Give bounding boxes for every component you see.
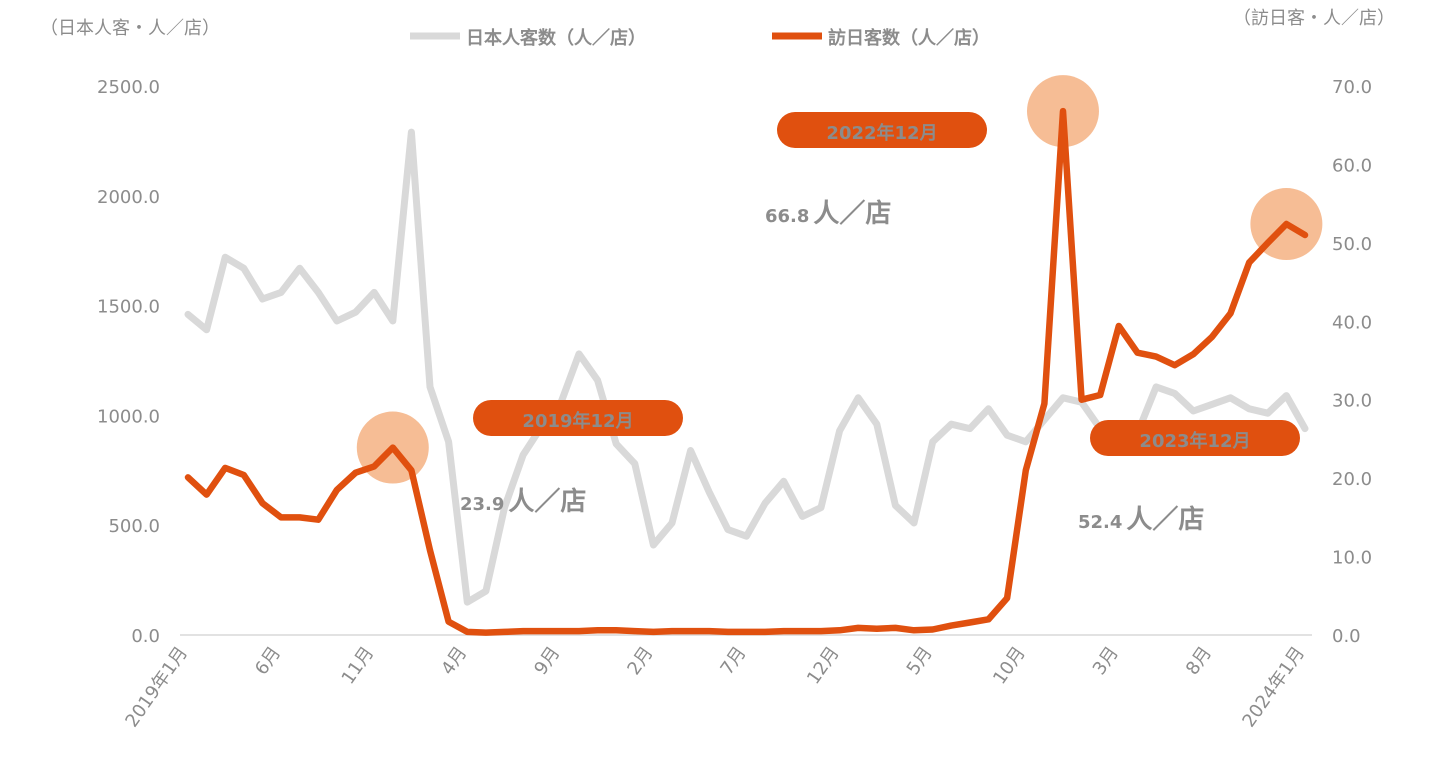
series-line: [184, 107, 1309, 636]
annotation-number: 66.8: [765, 206, 809, 227]
y-tick-label: 2000.0: [97, 187, 160, 208]
y-tick-label: 500.0: [108, 516, 160, 537]
x-tick-label: 5月: [903, 643, 937, 679]
annotation-date: 2023年12月: [1139, 430, 1250, 452]
annotation-pill: [1090, 420, 1300, 456]
annotation-value: 52.4 人／店: [1078, 505, 1204, 535]
y2-tick-label: 70.0: [1332, 77, 1372, 98]
annotation-unit: 人／店: [1126, 505, 1204, 535]
y2-axis-title: （訪日客・人／店）: [1233, 8, 1395, 29]
y-tick-label: 1500.0: [97, 297, 160, 318]
y2-tick-label: 10.0: [1332, 548, 1372, 569]
y2-tick-label: 40.0: [1332, 312, 1372, 333]
y-tick-label: 0.0: [131, 626, 160, 647]
x-tick-label: 2月: [623, 643, 657, 679]
x-tick-label: 6月: [251, 643, 285, 679]
y-tick-label: 2500.0: [97, 77, 160, 98]
y-tick-label: 1000.0: [97, 406, 160, 427]
x-tick-label: 4月: [437, 643, 471, 679]
annotation-number: 52.4: [1078, 512, 1122, 533]
x-tick-label: 2019年1月: [121, 643, 192, 731]
y2-tick-label: 30.0: [1332, 391, 1372, 412]
x-tick-label: 10月: [989, 643, 1030, 689]
x-tick-label: 2024年1月: [1238, 643, 1309, 731]
annotation-unit: 人／店: [508, 487, 586, 517]
annotation-pill: [473, 400, 683, 436]
y2-tick-label: 0.0: [1332, 626, 1361, 647]
annotation-value: 66.8 人／店: [765, 199, 891, 229]
x-tick-label: 7月: [716, 643, 750, 679]
x-tick-label: 11月: [338, 643, 379, 689]
y2-tick-label: 60.0: [1332, 155, 1372, 176]
annotation-number: 23.9: [460, 494, 504, 515]
x-tick-label: 8月: [1182, 643, 1216, 679]
y2-tick-label: 50.0: [1332, 234, 1372, 255]
x-tick-label: 9月: [530, 643, 564, 679]
annotation-value: 23.9 人／店: [460, 487, 586, 517]
annotation-date: 2019年12月: [522, 410, 633, 432]
y2-tick-label: 20.0: [1332, 469, 1372, 490]
x-tick-label: 12月: [803, 643, 844, 689]
annotation-pill: [777, 112, 987, 148]
x-tick-label: 3月: [1089, 643, 1123, 679]
y-axis-title: （日本人客・人／店）: [40, 18, 220, 39]
legend-label: 日本人客数（人／店）: [466, 27, 646, 49]
annotation-date: 2022年12月: [826, 122, 937, 144]
legend-label: 訪日客数（人／店）: [828, 27, 990, 49]
annotation-unit: 人／店: [813, 199, 891, 229]
